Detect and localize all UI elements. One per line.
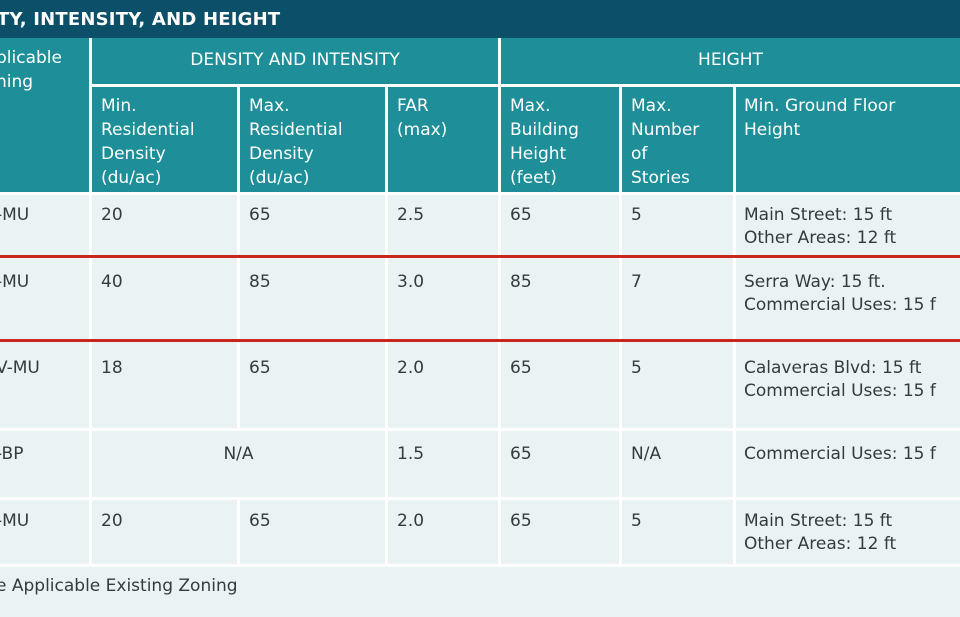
grid-line — [92, 84, 960, 87]
row-1-max-density: 65 — [249, 204, 271, 227]
grid-line — [619, 87, 622, 565]
row-5-stories: 5 — [631, 510, 642, 533]
row-1-ground-floor: Main Street: 15 ft Other Areas: 12 ft — [744, 204, 897, 250]
grid-line — [237, 258, 240, 339]
row-2-far: 3.0 — [397, 271, 425, 294]
table-title: TY, INTENSITY, AND HEIGHT — [0, 9, 281, 30]
header-height-group: HEIGHT — [501, 38, 960, 84]
row-1-far: 2.5 — [397, 204, 425, 227]
row-5-zone: -MU — [0, 510, 30, 533]
table-title-bar: TY, INTENSITY, AND HEIGHT — [0, 0, 960, 38]
grid-line — [733, 87, 736, 565]
grid-line — [385, 87, 388, 565]
header-max-building-height: Max. Building Height (feet) — [501, 87, 619, 192]
row-3-stories: 5 — [631, 357, 642, 380]
row-1-height: 65 — [510, 204, 532, 227]
row-3-height: 65 — [510, 357, 532, 380]
row-2-max-density: 85 — [249, 271, 271, 294]
header-zoning: plicable ning — [0, 38, 89, 192]
grid-line — [89, 38, 92, 565]
grid-line — [0, 497, 960, 500]
row-4-height: 65 — [510, 443, 532, 466]
highlight-line-bottom — [0, 339, 960, 342]
header-max-stories: Max. Number of Stories — [622, 87, 733, 192]
grid-line — [498, 38, 501, 565]
header-min-ground-floor-height: Min. Ground Floor Height — [736, 87, 960, 192]
row-2-ground-floor: Serra Way: 15 ft. Commercial Uses: 15 f — [744, 271, 936, 317]
header-max-residential-density: Max. Residential Density (du/ac) — [240, 87, 385, 192]
row-4-stories: N/A — [631, 443, 662, 466]
row-5-ground-floor: Main Street: 15 ft Other Areas: 12 ft — [744, 510, 897, 556]
row-1-zone: -MU — [0, 204, 30, 227]
grid-line — [0, 192, 960, 195]
footnote: e Applicable Existing Zoning — [0, 576, 238, 596]
grid-line — [237, 343, 240, 429]
row-3-zone: V-MU — [0, 357, 40, 380]
row-5-far: 2.0 — [397, 510, 425, 533]
row-1-min-density: 20 — [101, 204, 123, 227]
grid-line — [237, 87, 240, 254]
row-2-min-density: 40 — [101, 271, 123, 294]
row-2-stories: 7 — [631, 271, 642, 294]
row-3-far: 2.0 — [397, 357, 425, 380]
header-min-residential-density: Min. Residential Density (du/ac) — [92, 87, 237, 192]
row-3-ground-floor: Calaveras Blvd: 15 ft Commercial Uses: 1… — [744, 357, 936, 403]
header-far: FAR (max) — [388, 87, 498, 192]
row-4-density-na: N/A — [92, 443, 385, 466]
row-4-ground-floor: Commercial Uses: 15 f — [744, 443, 936, 466]
grid-line — [0, 428, 960, 431]
row-4-far: 1.5 — [397, 443, 425, 466]
row-5-min-density: 20 — [101, 510, 123, 533]
row-4-zone: -BP — [0, 443, 24, 466]
row-5-height: 65 — [510, 510, 532, 533]
row-2-height: 85 — [510, 271, 532, 294]
row-2-zone: -MU — [0, 271, 30, 294]
grid-line — [237, 497, 240, 565]
row-5-max-density: 65 — [249, 510, 271, 533]
row-1-stories: 5 — [631, 204, 642, 227]
grid-line — [0, 564, 960, 567]
row-3-max-density: 65 — [249, 357, 271, 380]
row-3-min-density: 18 — [101, 357, 123, 380]
header-density-group: DENSITY AND INTENSITY — [92, 38, 498, 84]
highlight-line-top — [0, 255, 960, 258]
